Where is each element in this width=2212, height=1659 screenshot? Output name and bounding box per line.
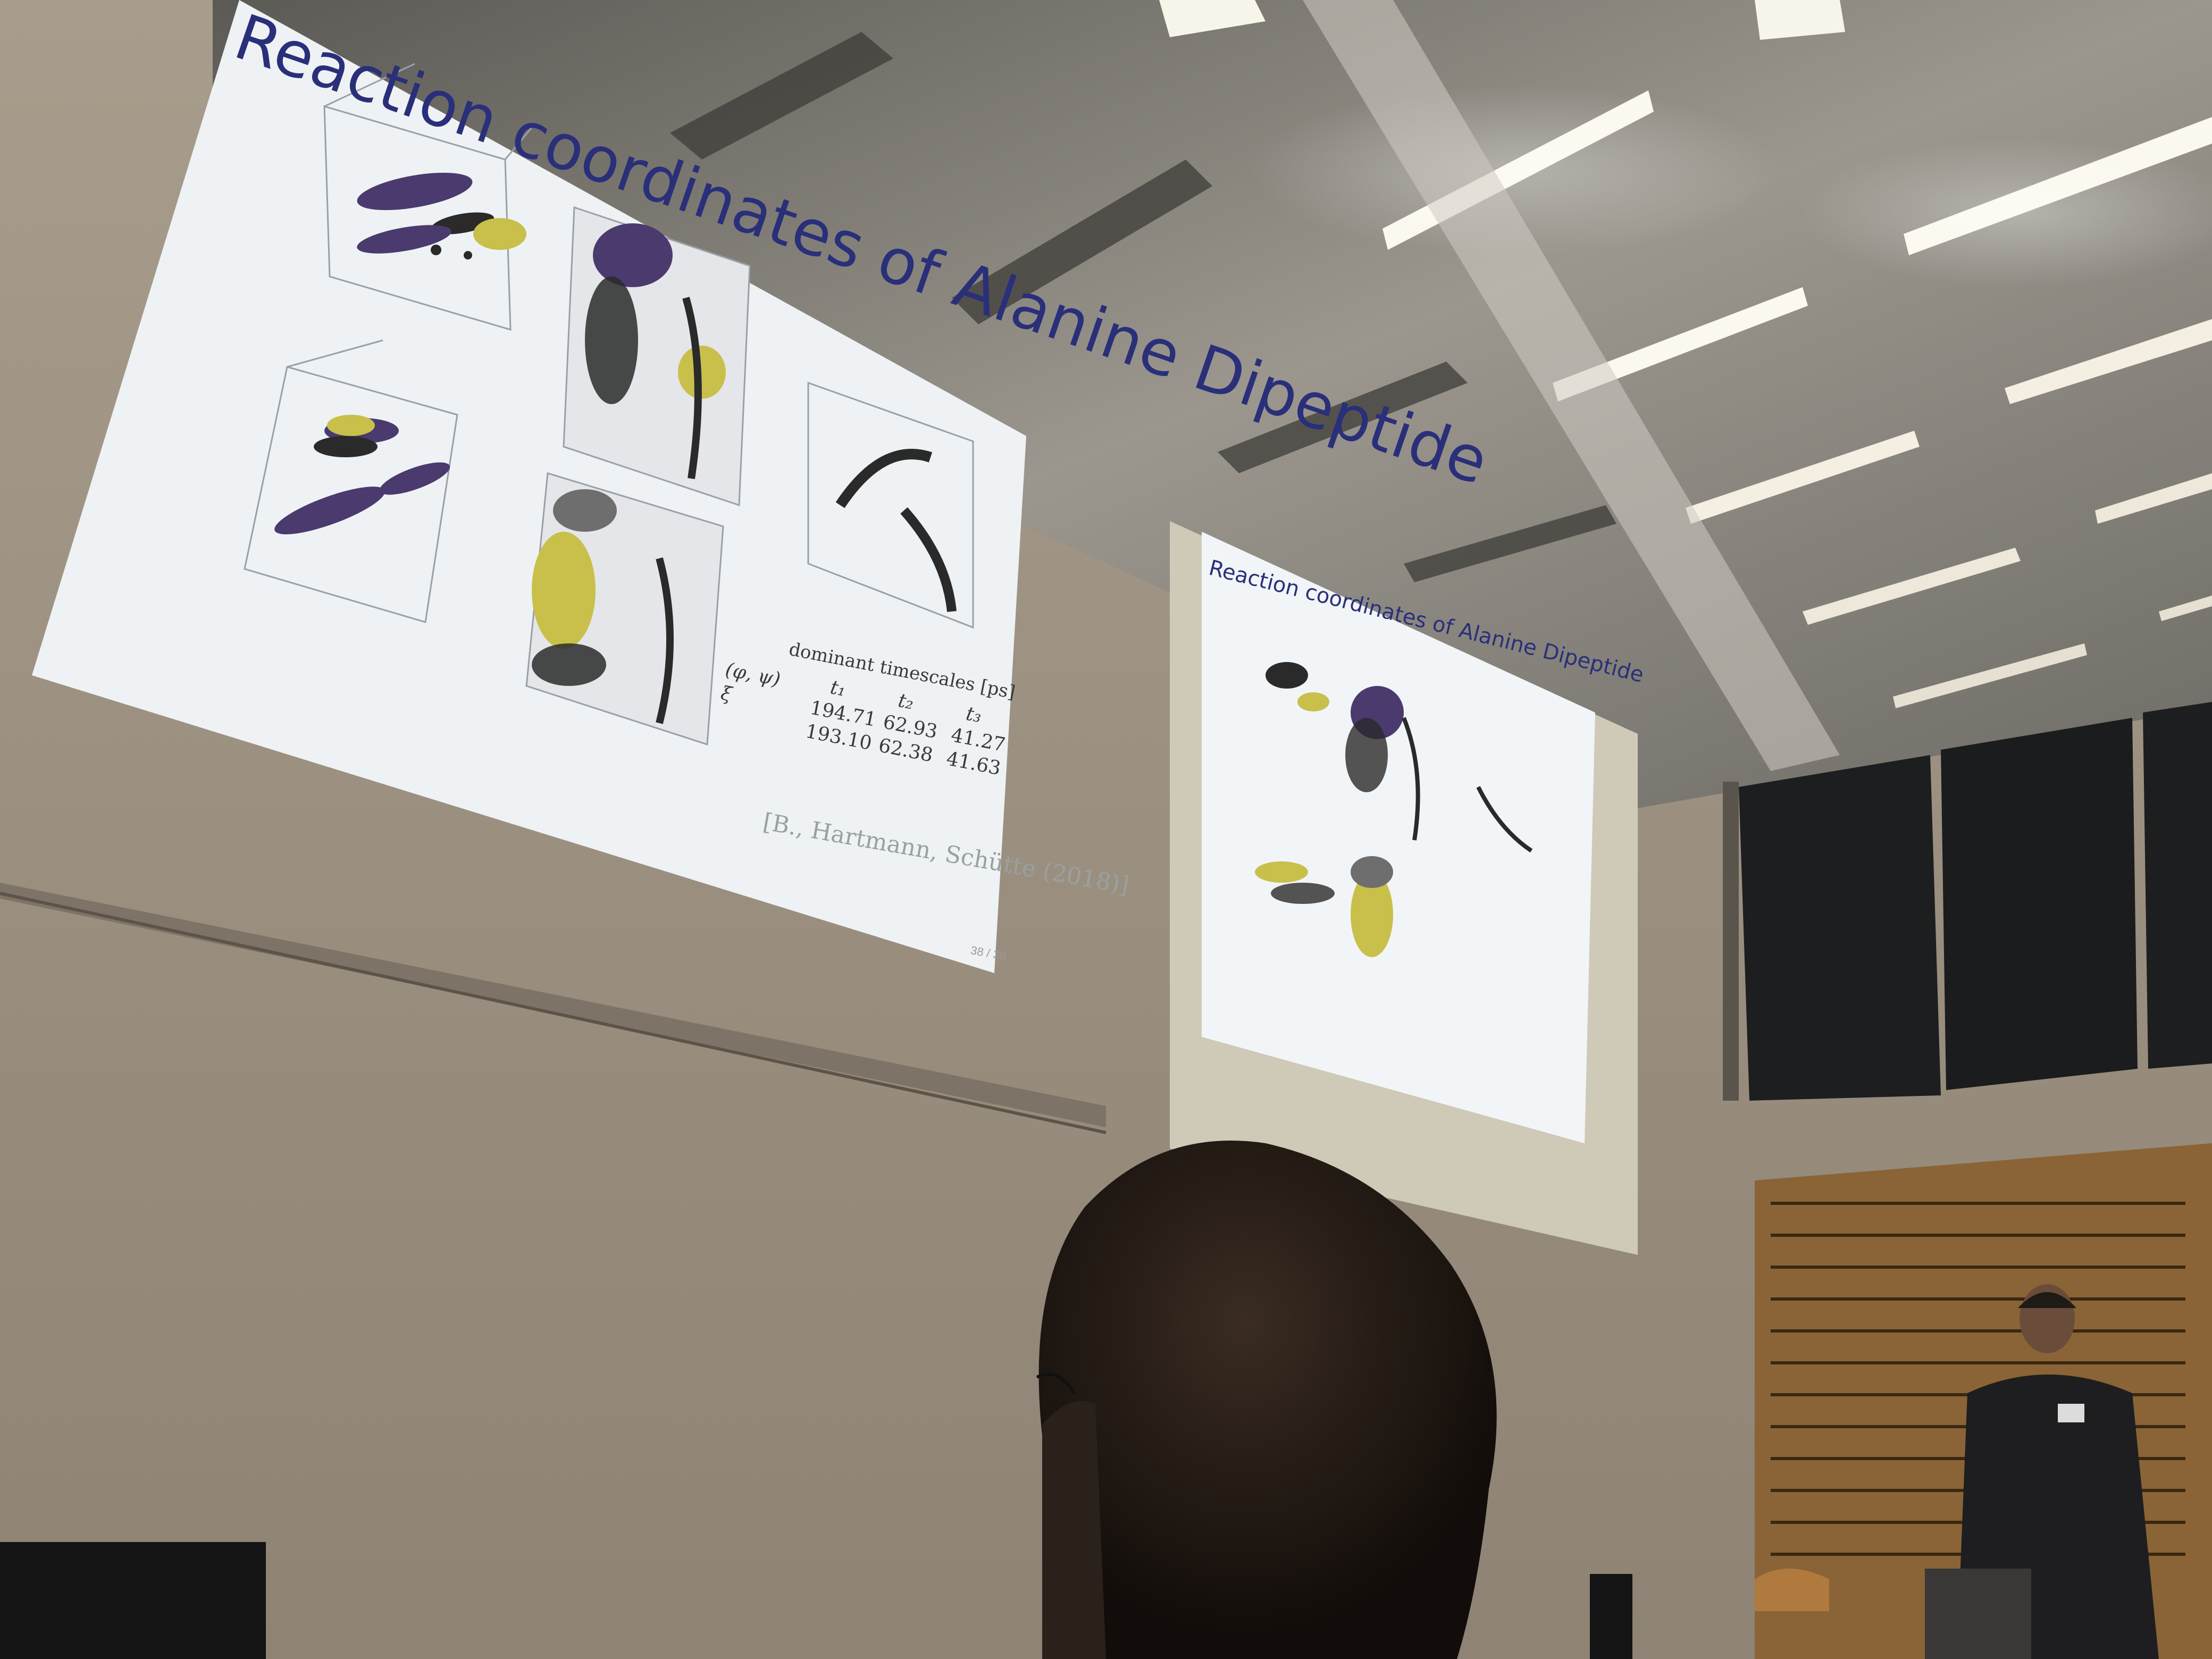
phi-psi-plot-top: [563, 206, 751, 507]
timescale-column-3: t₃: [964, 702, 984, 727]
windows: [1723, 702, 2212, 1101]
phi-psi-plot-bottom: [525, 472, 724, 746]
ceiling-beam: [1303, 0, 1840, 771]
left-slide: [32, 0, 1026, 973]
wall-ledge: [0, 892, 1107, 1134]
chair: [1755, 1569, 1829, 1611]
chair-dark: [1590, 1574, 1632, 1659]
ceiling-vents: [670, 32, 1616, 582]
timescale-column-1: t₁: [828, 676, 848, 701]
scatter-3d-top: [323, 63, 533, 331]
scatter-3d-bottom: [244, 339, 458, 623]
xi-curve-plot: [807, 381, 974, 629]
right-slide-plots: [1255, 662, 1533, 957]
lectern: [1925, 1569, 2031, 1659]
left-screen-frame: [0, 883, 1106, 1127]
seat-left: [0, 1542, 266, 1659]
audience-member-head: [1036, 1141, 1497, 1659]
scatter-3d-bottom-points: [274, 415, 450, 534]
timescale-column-2: t₂: [896, 689, 916, 714]
scatter-3d-top-points: [357, 172, 526, 259]
